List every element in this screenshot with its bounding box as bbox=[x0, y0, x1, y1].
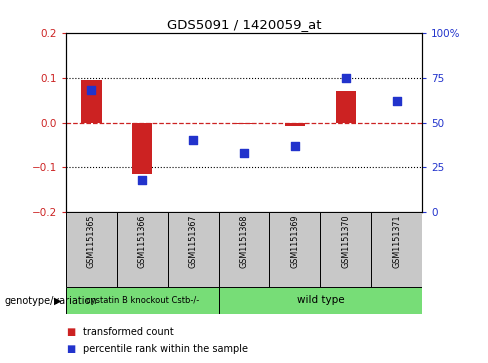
Text: transformed count: transformed count bbox=[83, 327, 174, 337]
Bar bbox=[336, 91, 356, 123]
Title: GDS5091 / 1420059_at: GDS5091 / 1420059_at bbox=[167, 19, 321, 32]
Text: genotype/variation: genotype/variation bbox=[5, 295, 98, 306]
Point bbox=[189, 138, 197, 143]
Bar bbox=[81, 80, 102, 123]
Bar bbox=[117, 212, 168, 287]
Bar bbox=[132, 123, 152, 174]
Bar bbox=[234, 123, 254, 124]
Text: ■: ■ bbox=[66, 344, 75, 354]
Point bbox=[393, 98, 401, 104]
Text: percentile rank within the sample: percentile rank within the sample bbox=[83, 344, 248, 354]
Text: ▶: ▶ bbox=[54, 295, 61, 306]
Bar bbox=[269, 212, 320, 287]
Text: GSM1151371: GSM1151371 bbox=[392, 215, 401, 268]
Bar bbox=[285, 123, 305, 126]
Bar bbox=[168, 212, 219, 287]
Text: GSM1151367: GSM1151367 bbox=[188, 215, 198, 268]
Point bbox=[87, 87, 95, 93]
Text: wild type: wild type bbox=[297, 295, 344, 305]
Text: ■: ■ bbox=[66, 327, 75, 337]
Bar bbox=[219, 212, 269, 287]
Bar bbox=[371, 212, 422, 287]
Point bbox=[138, 177, 146, 183]
Bar bbox=[66, 212, 117, 287]
Text: GSM1151366: GSM1151366 bbox=[138, 215, 147, 268]
Text: GSM1151365: GSM1151365 bbox=[87, 215, 96, 268]
Text: GSM1151368: GSM1151368 bbox=[240, 215, 248, 268]
Bar bbox=[219, 287, 447, 314]
Bar bbox=[320, 212, 371, 287]
Text: GSM1151370: GSM1151370 bbox=[341, 215, 350, 268]
Bar bbox=[66, 287, 219, 314]
Point bbox=[291, 143, 299, 149]
Point bbox=[342, 75, 350, 81]
Text: cystatin B knockout Cstb-/-: cystatin B knockout Cstb-/- bbox=[85, 296, 199, 305]
Text: GSM1151369: GSM1151369 bbox=[290, 215, 300, 268]
Point bbox=[240, 150, 248, 156]
